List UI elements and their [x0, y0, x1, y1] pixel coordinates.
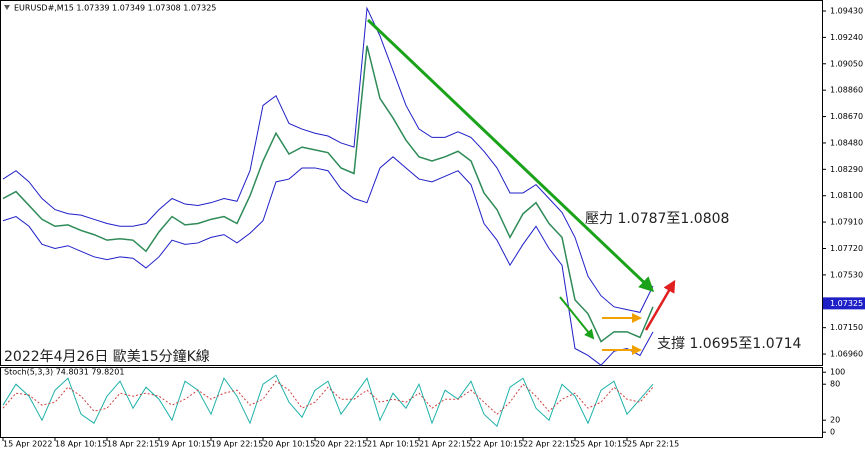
x-tick-label: 19 Apr 22:15 — [211, 440, 263, 449]
series-line — [2, 380, 654, 415]
x-tick-label: 20 Apr 22:15 — [315, 440, 367, 449]
y-tick-label: 1.07530 — [830, 270, 863, 279]
y-tick-label: 1.06960 — [830, 350, 863, 359]
y-tick-label: 1.08290 — [830, 165, 863, 174]
chart-title: EURUSD#,M15 1.07339 1.07349 1.07308 1.07… — [14, 4, 216, 13]
x-tick-label: 21 Apr 10:15 — [367, 440, 419, 449]
x-tick-label: 20 Apr 10:15 — [263, 440, 315, 449]
x-tick-label: 19 Apr 10:15 — [159, 440, 211, 449]
price-tag-label: 1.07325 — [830, 299, 863, 308]
y-tick-label: 1.07720 — [830, 244, 863, 253]
x-tick-label: 22 Apr 10:15 — [471, 440, 523, 449]
trend-arrow — [559, 296, 595, 340]
series-line — [2, 374, 654, 428]
price-tag — [823, 297, 865, 310]
y-tick-label: 1.08480 — [830, 138, 863, 147]
series-line — [2, 45, 654, 343]
y-tick-label: 1.08100 — [830, 191, 863, 200]
main-pane — [0, 0, 823, 366]
y-tick-label: 1.09240 — [830, 33, 863, 42]
menu-icon[interactable] — [4, 5, 10, 10]
annotation: 2022年4月26日 歐美15分鐘K線 — [4, 348, 210, 365]
x-tick-label: 22 Apr 22:15 — [523, 440, 575, 449]
series-line — [2, 6, 654, 313]
y-tick-label: 80 — [830, 380, 840, 389]
y-tick-label: 1.07910 — [830, 218, 863, 227]
x-tick-label: 18 Apr 10:15 — [55, 440, 107, 449]
y-tick-label: 1.08860 — [830, 86, 863, 95]
y-tick-label: 1.09050 — [830, 59, 863, 68]
y-tick-label: 20 — [830, 416, 840, 425]
stoch-title: Stoch(5,3,3) 74.8031 79.8201 — [4, 368, 124, 377]
y-tick-label: 1.08670 — [830, 112, 863, 121]
y-tick-label: 0 — [830, 428, 835, 437]
breakout-arrow — [644, 279, 676, 331]
y-tick-label: 1.07150 — [830, 323, 863, 332]
y-tick-label: 1.09430 — [830, 7, 863, 16]
y-tick-label: 100 — [830, 368, 845, 377]
series-line — [2, 156, 654, 366]
x-tick-label: 18 Apr 22:15 — [107, 440, 159, 449]
x-tick-label: 25 Apr 22:15 — [627, 440, 679, 449]
stoch-pane — [0, 367, 823, 438]
x-tick-label: 25 Apr 10:15 — [575, 440, 627, 449]
x-tick-label: 21 Apr 22:15 — [419, 440, 471, 449]
annotation: 壓力 1.0787至1.0808 — [585, 211, 729, 227]
annotation: 支撐 1.0695至1.0714 — [657, 336, 802, 352]
x-tick-label: 15 Apr 2022 — [3, 440, 52, 449]
trend-arrow — [366, 18, 655, 293]
